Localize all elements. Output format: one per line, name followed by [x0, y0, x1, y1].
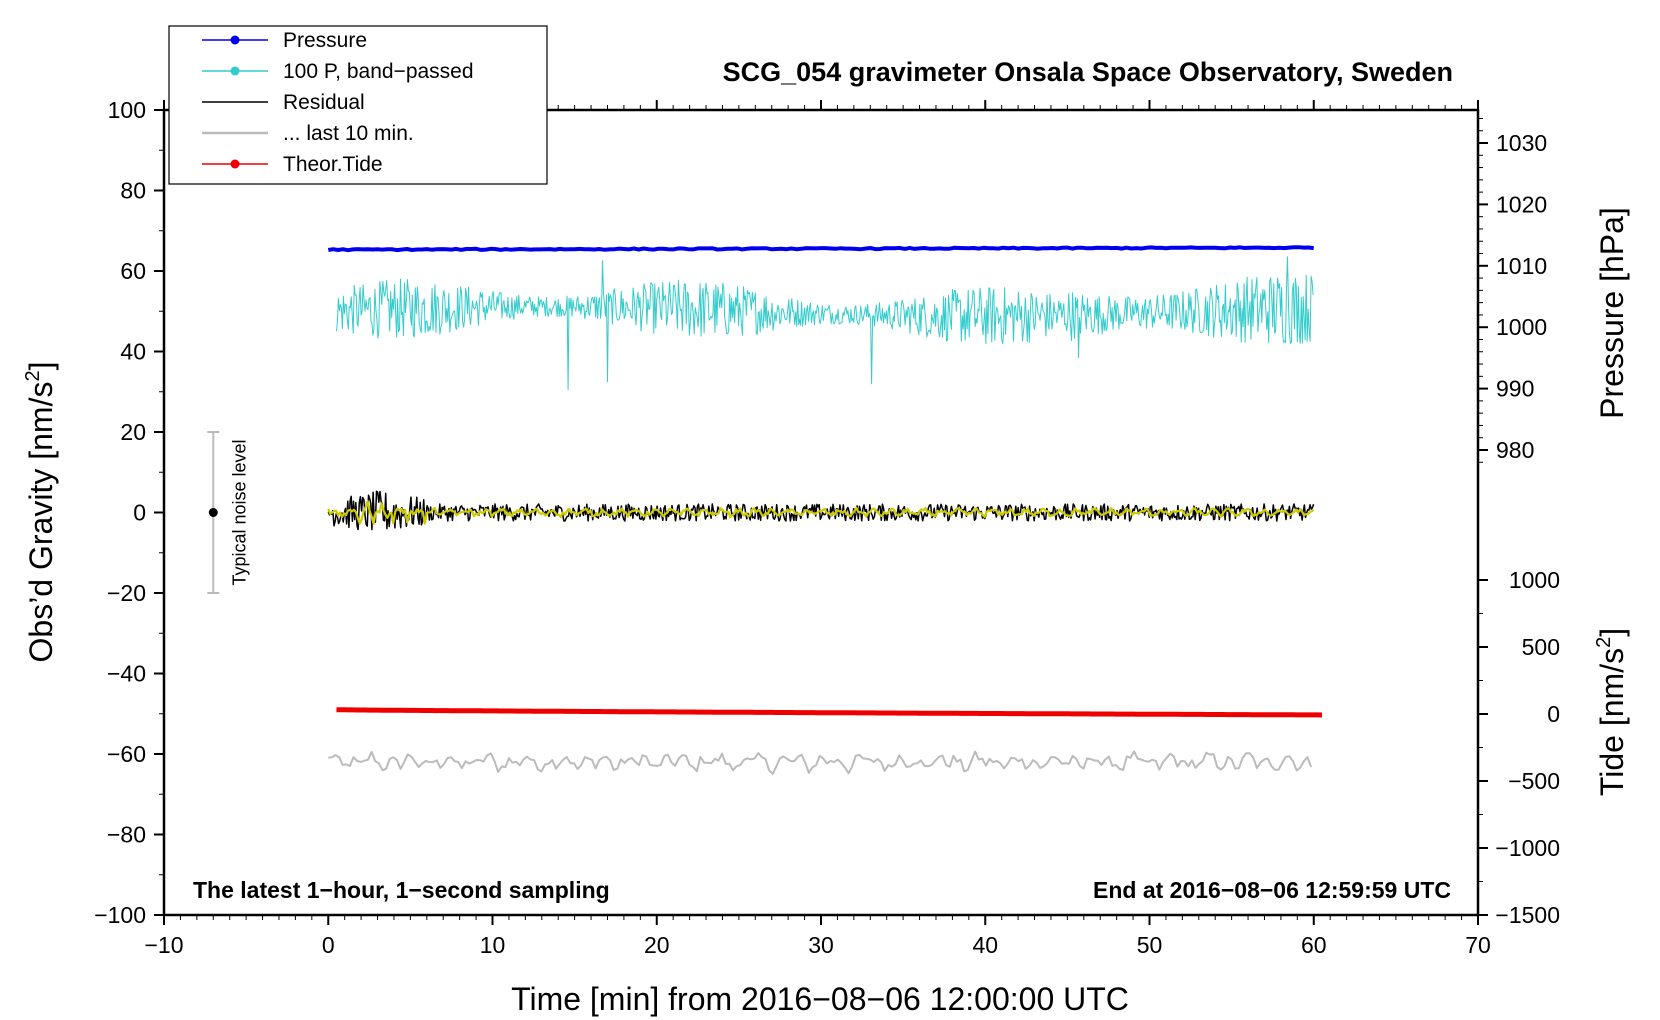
tide-tick-label: −500: [1508, 768, 1560, 794]
y-axis-left: 100 80 60 40 20 0 −20 −40 −60 −80 −100: [94, 97, 164, 928]
legend-swatch-marker: [230, 66, 240, 76]
y-left-label-sup: 2: [22, 370, 44, 381]
tide-tick-label: −1000: [1495, 835, 1560, 861]
y-left-label-end: ]: [23, 362, 59, 371]
legend-label: Residual: [283, 91, 365, 114]
annotation-bottom-left: The latest 1−hour, 1−second sampling: [193, 877, 610, 903]
annotation-bottom-right: End at 2016−08−06 12:59:59 UTC: [1093, 877, 1451, 903]
y-axis-tide-title: Tide [nm/s2]: [1593, 628, 1630, 796]
y-axis-right-tide: 1000 500 0 −500 −1000 −1500: [1478, 567, 1560, 928]
series-residual-smoothed: [327, 500, 1315, 525]
noise-bar-label: Typical noise level: [229, 439, 249, 585]
x-tick-label: 0: [322, 932, 335, 958]
y-tick-label: −80: [107, 822, 146, 848]
x-tick-label: 50: [1137, 932, 1163, 958]
legend: Pressure 100 P, band−passed Residual ... la…: [168, 25, 548, 185]
noise-level-indicator: Typical noise level: [207, 431, 249, 594]
y-tick-label: 100: [108, 97, 146, 123]
y-tick-label: 80: [120, 178, 146, 204]
legend-label: Pressure: [283, 29, 367, 52]
y-tick-label: 60: [120, 258, 146, 284]
pressure-tick-label: 980: [1496, 437, 1534, 463]
chart-title: SCG_054 gravimeter Onsala Space Observat…: [723, 57, 1453, 87]
pressure-tick-label: 990: [1496, 376, 1534, 402]
y-tick-label: 40: [120, 339, 146, 365]
tide-label-main: Tide [nm/s: [1594, 648, 1630, 796]
y-tick-label: 20: [120, 419, 146, 445]
legend-box: [168, 25, 548, 185]
x-tick-label: 10: [480, 932, 506, 958]
y-axis-pressure-title: Pressure [hPa]: [1594, 207, 1630, 419]
x-axis-title: Time [min] from 2016−08−06 12:00:00 UTC: [511, 981, 1129, 1017]
legend-swatch-marker: [230, 159, 240, 169]
tide-label-end: ]: [1594, 628, 1630, 637]
legend-label: Theor.Tide: [283, 153, 383, 176]
series-layer: [327, 245, 1323, 775]
x-tick-label: −10: [144, 932, 183, 958]
noise-bar-center-dot: [208, 508, 218, 517]
y-tick-label: −100: [94, 902, 146, 928]
y-left-label-main: Obs’d Gravity [nm/s: [23, 382, 59, 663]
x-tick-label: 70: [1465, 932, 1491, 958]
x-tick-label: 40: [972, 932, 998, 958]
pressure-tick-label: 1030: [1496, 130, 1547, 156]
legend-label: ... last 10 min.: [283, 122, 414, 145]
tide-tick-label: 0: [1547, 701, 1560, 727]
series-theor-tide: [336, 707, 1323, 718]
legend-label: 100 P, band−passed: [283, 60, 474, 83]
y-axis-right-pressure: 1030 1020 1010 1000 990 980: [1478, 117, 1547, 463]
y-tick-label: −40: [107, 661, 146, 687]
y-tick-label: −20: [107, 580, 146, 606]
tide-label-sup: 2: [1593, 637, 1615, 648]
pressure-tick-label: 1010: [1496, 253, 1547, 279]
series-last-10-min: [328, 750, 1313, 775]
pressure-tick-label: 1020: [1496, 191, 1547, 217]
y-tick-label: 0: [133, 500, 146, 526]
y-tick-label: −60: [107, 741, 146, 767]
tide-tick-label: 1000: [1509, 567, 1560, 593]
legend-swatch-marker: [230, 35, 240, 45]
y-axis-left-title: Obs’d Gravity [nm/s2]: [22, 362, 59, 663]
tide-tick-label: 500: [1522, 634, 1560, 660]
x-tick-label: 60: [1301, 932, 1327, 958]
series-band-passed-pressure: [336, 256, 1314, 391]
x-tick-label: 20: [644, 932, 670, 958]
tide-tick-label: −1500: [1495, 902, 1560, 928]
x-tick-label: 30: [808, 932, 834, 958]
x-axis: −10 0 10 20 30 40 50 60 70: [144, 100, 1491, 958]
pressure-tick-label: 1000: [1496, 314, 1547, 340]
series-pressure: [327, 245, 1314, 253]
